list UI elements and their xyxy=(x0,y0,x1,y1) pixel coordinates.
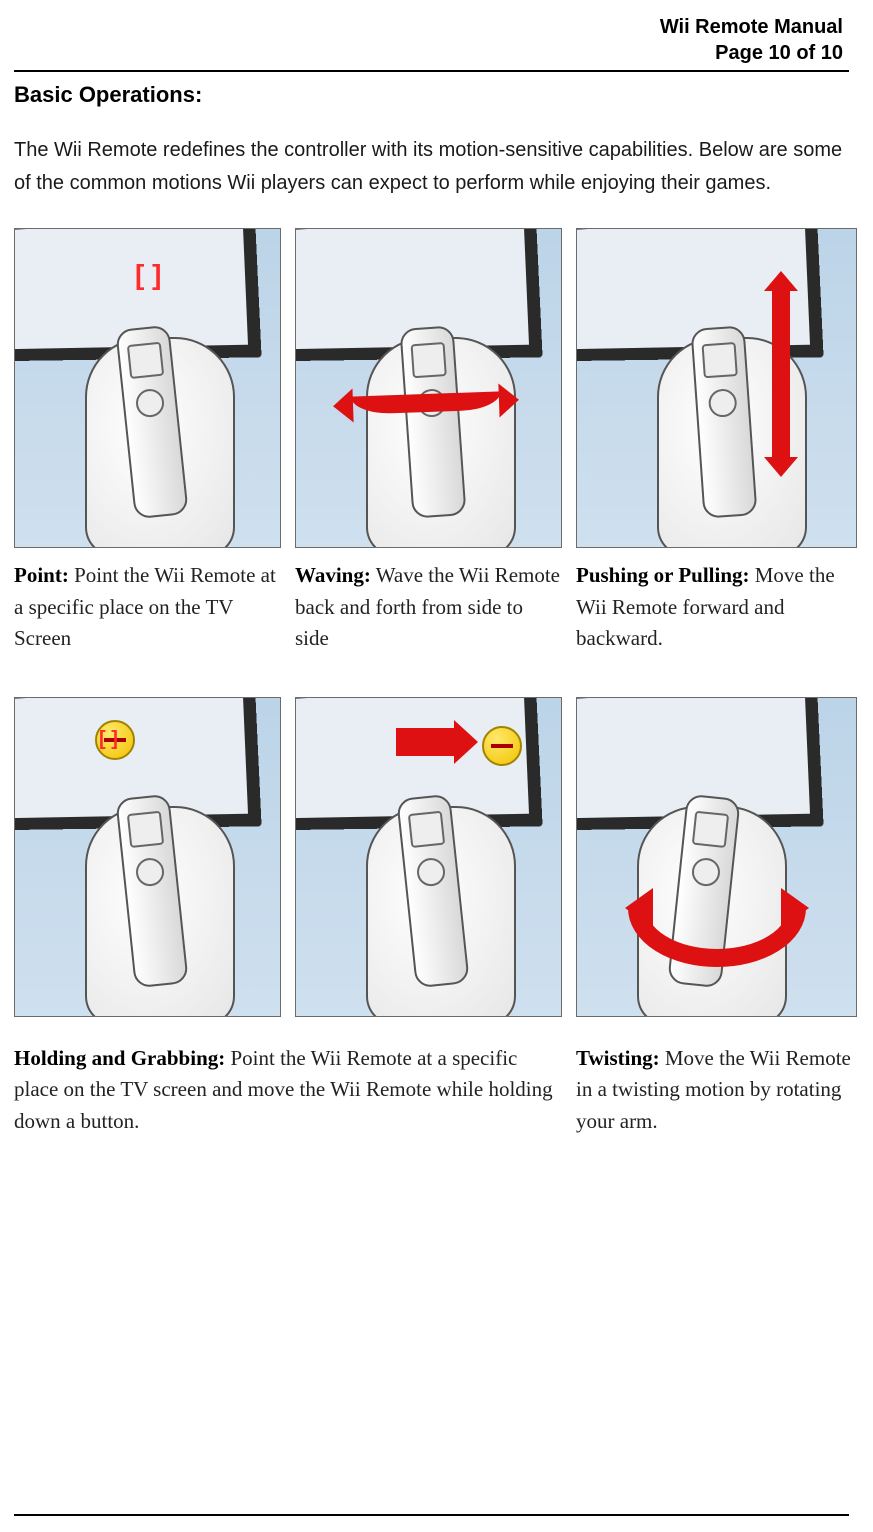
manual-title: Wii Remote Manual xyxy=(14,14,843,40)
ball-icon xyxy=(482,726,522,766)
arrow-vertical-icon xyxy=(772,289,790,459)
caption-point: Point: Point the Wii Remote at a specifi… xyxy=(14,560,281,655)
section-title: Basic Operations: xyxy=(14,82,849,108)
caption-title: Pushing or Pulling: xyxy=(576,563,750,587)
operations-row-2: [ ] Holding and Grabbing: Point the xyxy=(14,697,849,1138)
operations-row-1: [ ] Point: Point the Wii Remote at a spe… xyxy=(14,228,849,655)
footer-rule xyxy=(14,1514,849,1516)
target-icon: [ ] xyxy=(99,728,118,751)
illustration-push-pull xyxy=(576,228,857,548)
illustration-twisting xyxy=(576,697,857,1017)
intro-paragraph: The Wii Remote redefines the controller … xyxy=(14,134,849,200)
page-header: Wii Remote Manual Page 10 of 10 xyxy=(14,14,849,66)
caption-waving: Waving: Wave the Wii Remote back and for… xyxy=(295,560,562,655)
card-point: [ ] Point: Point the Wii Remote at a spe… xyxy=(14,228,281,655)
card-waving: Waving: Wave the Wii Remote back and for… xyxy=(295,228,562,655)
caption-title: Holding and Grabbing: xyxy=(14,1046,225,1070)
caption-title: Waving: xyxy=(295,563,371,587)
page-number: Page 10 of 10 xyxy=(14,40,843,66)
target-icon: [ ] xyxy=(135,259,161,291)
caption-title: Twisting: xyxy=(576,1046,660,1070)
header-rule xyxy=(14,70,849,72)
illustration-waving xyxy=(295,228,562,548)
caption-title: Point: xyxy=(14,563,69,587)
twist-arrow-icon xyxy=(617,848,817,968)
card-holding-img-2 xyxy=(295,697,562,1017)
card-holding-img-1: [ ] xyxy=(14,697,281,1017)
caption-twisting: Twisting: Move the Wii Remote in a twist… xyxy=(576,1043,857,1138)
illustration-holding-1: [ ] xyxy=(14,697,281,1017)
card-twisting xyxy=(576,697,857,1017)
caption-holding: Holding and Grabbing: Point the Wii Remo… xyxy=(14,1043,562,1138)
caption-push-pull: Pushing or Pulling: Move the Wii Remote … xyxy=(576,560,857,655)
card-push-pull: Pushing or Pulling: Move the Wii Remote … xyxy=(576,228,857,655)
illustration-point: [ ] xyxy=(14,228,281,548)
illustration-holding-2 xyxy=(295,697,562,1017)
arrow-right-icon xyxy=(396,728,456,756)
